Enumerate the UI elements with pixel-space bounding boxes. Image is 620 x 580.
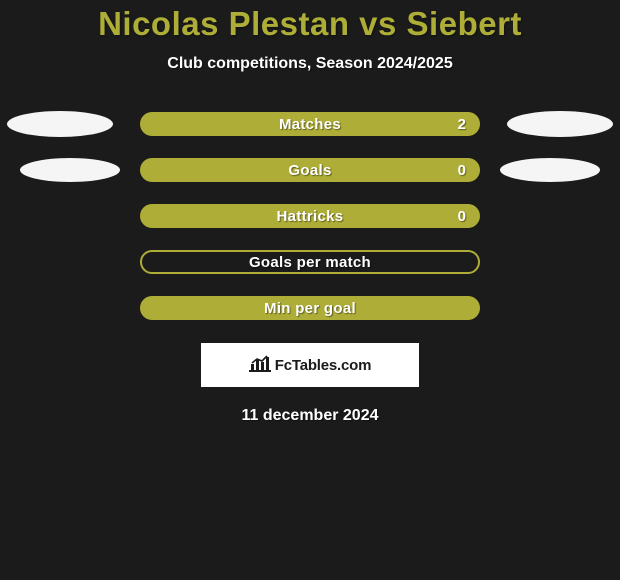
- stat-bar: Matches 2: [140, 112, 480, 136]
- page-title: Nicolas Plestan vs Siebert: [0, 5, 620, 43]
- stat-row: Min per goal: [0, 285, 620, 331]
- stat-value: 0: [458, 208, 466, 225]
- chart-icon: [249, 354, 271, 377]
- stat-row: Hattricks 0: [0, 193, 620, 239]
- ellipse-left: [20, 158, 120, 182]
- stat-row: Goals 0: [0, 147, 620, 193]
- stat-label: Goals per match: [249, 254, 371, 271]
- brand-text: FcTables.com: [275, 357, 372, 374]
- stat-bar: Goals per match: [140, 250, 480, 274]
- stat-label: Hattricks: [277, 208, 344, 225]
- ellipse-right: [507, 111, 613, 137]
- stat-value: 0: [458, 162, 466, 179]
- subtitle: Club competitions, Season 2024/2025: [0, 55, 620, 73]
- stat-value: 2: [458, 116, 466, 133]
- stat-label: Goals: [288, 162, 331, 179]
- stat-rows: Matches 2 Goals 0 Hattricks 0 Goals per match M…: [0, 101, 620, 331]
- brand-badge: FcTables.com: [201, 343, 419, 387]
- date-line: 11 december 2024: [0, 407, 620, 425]
- ellipse-left: [7, 111, 113, 137]
- stat-bar: Goals 0: [140, 158, 480, 182]
- stat-row: Matches 2: [0, 101, 620, 147]
- stat-bar: Min per goal: [140, 296, 480, 320]
- stat-label: Matches: [279, 116, 341, 133]
- ellipse-right: [500, 158, 600, 182]
- stat-label: Min per goal: [264, 300, 356, 317]
- stat-row: Goals per match: [0, 239, 620, 285]
- comparison-card: Nicolas Plestan vs Siebert Club competit…: [0, 0, 620, 580]
- stat-bar: Hattricks 0: [140, 204, 480, 228]
